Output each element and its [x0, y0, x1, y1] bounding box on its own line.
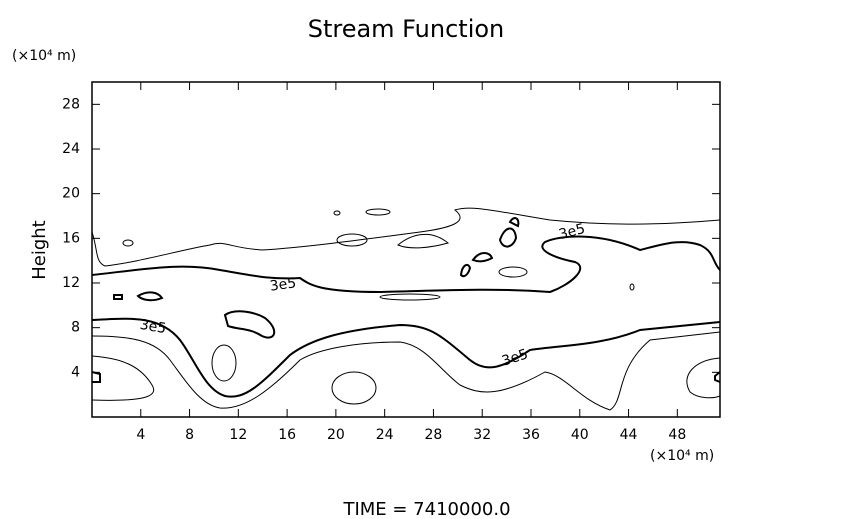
- x-tick-label: 32: [473, 427, 491, 443]
- y-tick-label: 12: [62, 275, 80, 291]
- x-tick-label: 20: [327, 427, 345, 443]
- y-tick-label: 20: [62, 186, 80, 202]
- plot-frame: [91, 81, 721, 418]
- x-tick-label: 36: [522, 427, 540, 443]
- x-tick-label: 28: [425, 427, 443, 443]
- x-tick-label: 16: [278, 427, 296, 443]
- x-tick-label: 8: [185, 427, 194, 443]
- contour-label: 3e5: [500, 346, 530, 369]
- y-tick-label: 24: [62, 141, 80, 157]
- footer: TIME = 7410000.0: [342, 499, 510, 519]
- y-tick-label: 28: [62, 96, 80, 112]
- chart-title: Stream Function: [308, 15, 505, 43]
- contours: [91, 207, 721, 411]
- y-tick-label: 16: [62, 230, 80, 246]
- x-tick-label: 44: [620, 427, 638, 443]
- contour-label: 3e5: [139, 317, 168, 337]
- contour-label: 3e5: [557, 221, 587, 243]
- contour-label: 3e5: [269, 275, 297, 295]
- y-tick-label: 8: [71, 320, 80, 336]
- x-unit: (×10⁴ m): [650, 448, 714, 464]
- x-tick-label: 12: [229, 427, 247, 443]
- y-tick-label: 4: [71, 364, 80, 380]
- y-axis-label: Height: [29, 220, 50, 280]
- x-tick-label: 4: [136, 427, 145, 443]
- y-unit: (×10⁴ m): [12, 48, 76, 64]
- x-tick-label: 48: [668, 427, 686, 443]
- x-tick-label: 40: [571, 427, 589, 443]
- x-tick-label: 24: [376, 427, 394, 443]
